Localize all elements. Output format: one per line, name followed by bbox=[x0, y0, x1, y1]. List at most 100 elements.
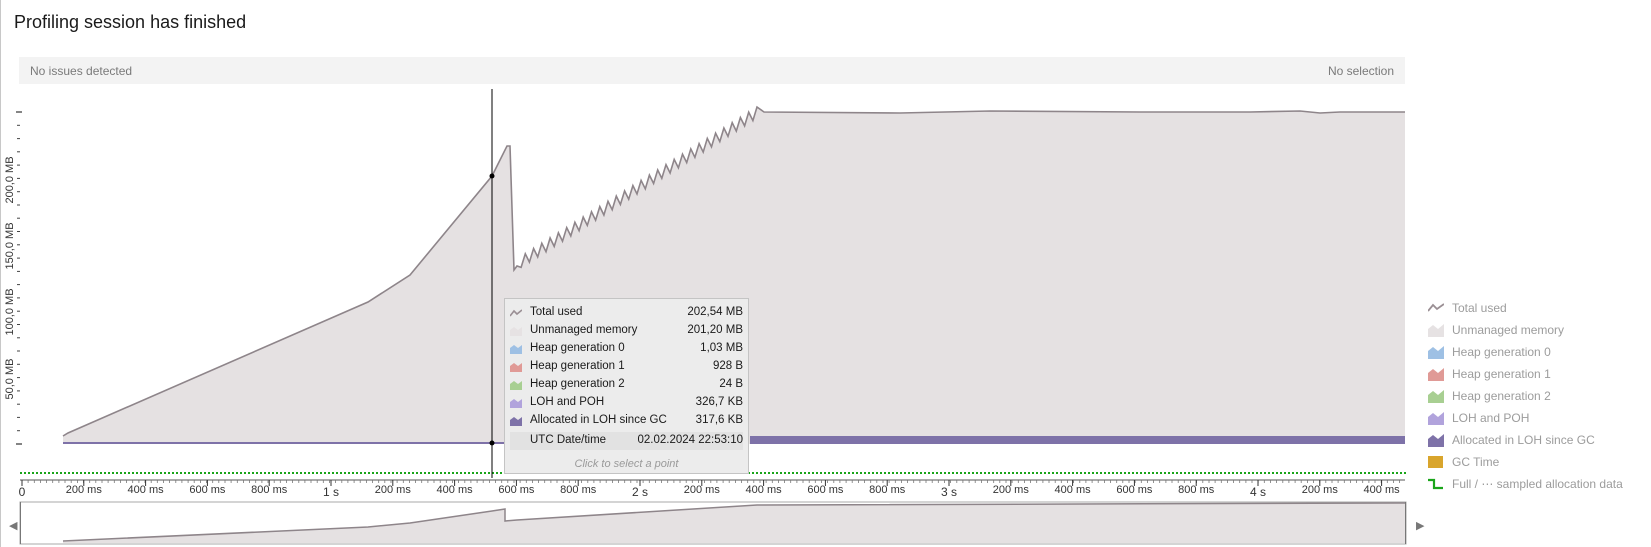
sampled-allocation-mark bbox=[1104, 472, 1106, 474]
tooltip-label: Unmanaged memory bbox=[530, 324, 638, 336]
window-left-border bbox=[0, 0, 1, 547]
sampled-allocation-mark bbox=[180, 472, 182, 474]
scroll-left-icon[interactable]: ◀ bbox=[9, 520, 18, 532]
legend-item[interactable]: Heap generation 2 bbox=[1424, 386, 1649, 406]
overview-area bbox=[63, 503, 1405, 543]
sampled-allocation-mark bbox=[968, 472, 970, 474]
sampled-allocation-mark bbox=[864, 472, 866, 474]
sampled-allocation-mark bbox=[1044, 472, 1046, 474]
sampled-allocation-mark bbox=[440, 472, 442, 474]
sampled-allocation-mark bbox=[860, 472, 862, 474]
sampled-allocation-mark bbox=[1172, 472, 1174, 474]
sampled-allocation-mark bbox=[824, 472, 826, 474]
x-tick-label: 600 ms bbox=[189, 484, 226, 496]
sampled-allocation-mark bbox=[884, 472, 886, 474]
overview-handle-left[interactable] bbox=[20, 502, 21, 544]
tooltip-value: 317,6 KB bbox=[695, 414, 743, 426]
legend-label: Allocated in LOH since GC bbox=[1452, 433, 1595, 447]
sampled-allocation-mark bbox=[1244, 472, 1246, 474]
legend-item[interactable]: Total used bbox=[1424, 298, 1649, 318]
overview-navigator[interactable] bbox=[19, 501, 1407, 545]
sampled-allocation-mark bbox=[400, 472, 402, 474]
sampled-allocation-mark bbox=[872, 472, 874, 474]
sampled-allocation-mark bbox=[896, 472, 898, 474]
issues-status-bar: No issues detected No selection bbox=[19, 57, 1405, 84]
sampled-allocation-mark bbox=[1096, 472, 1098, 474]
sampled-allocation-mark bbox=[1228, 472, 1230, 474]
legend-label: Heap generation 0 bbox=[1452, 345, 1551, 359]
sampled-allocation-mark bbox=[124, 472, 126, 474]
sampled-allocation-mark bbox=[348, 472, 350, 474]
sampled-allocation-mark bbox=[1336, 472, 1338, 474]
legend-item[interactable]: LOH and POH bbox=[1424, 408, 1649, 428]
sampled-allocation-mark bbox=[980, 472, 982, 474]
sampled-allocation-mark bbox=[304, 472, 306, 474]
legend-item[interactable]: GC Time bbox=[1424, 452, 1649, 472]
sampled-allocation-mark bbox=[1160, 472, 1162, 474]
sampled-allocation-mark bbox=[812, 472, 814, 474]
loh-band-right bbox=[750, 436, 1405, 444]
tooltip-value: 326,7 KB bbox=[695, 396, 743, 408]
legend-item[interactable]: Heap generation 1 bbox=[1424, 364, 1649, 384]
sampled-allocation-mark bbox=[1304, 472, 1306, 474]
scroll-right-icon[interactable]: ▶ bbox=[1416, 520, 1425, 532]
legend-label: LOH and POH bbox=[1452, 411, 1530, 425]
sampled-allocation-mark bbox=[200, 472, 202, 474]
sampled-allocation-mark bbox=[840, 472, 842, 474]
sampled-allocation-mark bbox=[1388, 472, 1390, 474]
area-icon bbox=[1428, 323, 1444, 337]
sampled-allocation-mark bbox=[908, 472, 910, 474]
sampled-allocation-mark bbox=[1264, 472, 1266, 474]
legend-item[interactable]: Heap generation 0 bbox=[1424, 342, 1649, 362]
sampled-allocation-mark bbox=[1168, 472, 1170, 474]
sampled-allocation-mark bbox=[1236, 472, 1238, 474]
sampled-allocation-mark bbox=[1148, 472, 1150, 474]
sampled-allocation-mark bbox=[412, 472, 414, 474]
sampled-allocation-mark bbox=[788, 472, 790, 474]
sampled-allocation-mark bbox=[764, 472, 766, 474]
legend-item[interactable]: Allocated in LOH since GC bbox=[1424, 430, 1649, 450]
tooltip-value: 928 B bbox=[712, 360, 743, 372]
x-tick-label: 400 ms bbox=[746, 484, 783, 496]
sampled-allocation-mark bbox=[904, 472, 906, 474]
sampled-allocation-mark bbox=[188, 472, 190, 474]
sampled-allocation-mark bbox=[416, 472, 418, 474]
page-title: Profiling session has finished bbox=[14, 12, 247, 32]
x-tick-label: 400 ms bbox=[437, 484, 474, 496]
sampled-allocation-mark bbox=[192, 472, 194, 474]
sampled-allocation-mark bbox=[1372, 472, 1374, 474]
sampled-allocation-mark bbox=[92, 472, 94, 474]
sampled-allocation-mark bbox=[116, 472, 118, 474]
sampled-allocation-mark bbox=[256, 472, 258, 474]
sampled-allocation-mark bbox=[168, 472, 170, 474]
sampled-allocation-mark bbox=[264, 472, 266, 474]
sampled-allocation-mark bbox=[336, 472, 338, 474]
sampled-allocation-mark bbox=[888, 472, 890, 474]
x-tick-label: 200 ms bbox=[1302, 484, 1339, 496]
overview-handle-right[interactable] bbox=[1405, 502, 1406, 544]
sampled-allocation-mark bbox=[1356, 472, 1358, 474]
sampled-allocation-mark bbox=[476, 472, 478, 474]
sampled-allocation-mark bbox=[1376, 472, 1378, 474]
sampled-allocation-mark bbox=[1332, 472, 1334, 474]
sampled-allocation-mark bbox=[356, 472, 358, 474]
step-line-icon bbox=[1428, 477, 1444, 491]
sampled-allocation-mark bbox=[804, 472, 806, 474]
sampled-allocation-mark bbox=[1308, 472, 1310, 474]
sampled-allocation-mark bbox=[1048, 472, 1050, 474]
sampled-allocation-mark bbox=[1400, 472, 1402, 474]
legend-item[interactable]: Unmanaged memory bbox=[1424, 320, 1649, 340]
sampled-allocation-mark bbox=[212, 472, 214, 474]
sampled-allocation-mark bbox=[848, 472, 850, 474]
sampled-allocation-mark bbox=[248, 472, 250, 474]
sampled-allocation-mark bbox=[88, 472, 90, 474]
legend-item[interactable]: Full / ⋯ sampled allocation data bbox=[1424, 474, 1649, 494]
sampled-allocation-mark bbox=[432, 472, 434, 474]
tooltip-row: LOH and POH 326,7 KB bbox=[510, 394, 743, 412]
sampled-allocation-mark bbox=[40, 472, 42, 474]
tooltip-row: Heap generation 1 928 B bbox=[510, 358, 743, 376]
sampled-allocation-mark bbox=[1280, 472, 1282, 474]
x-tick-label: 800 ms bbox=[560, 484, 597, 496]
sampled-allocation-mark bbox=[1296, 472, 1298, 474]
